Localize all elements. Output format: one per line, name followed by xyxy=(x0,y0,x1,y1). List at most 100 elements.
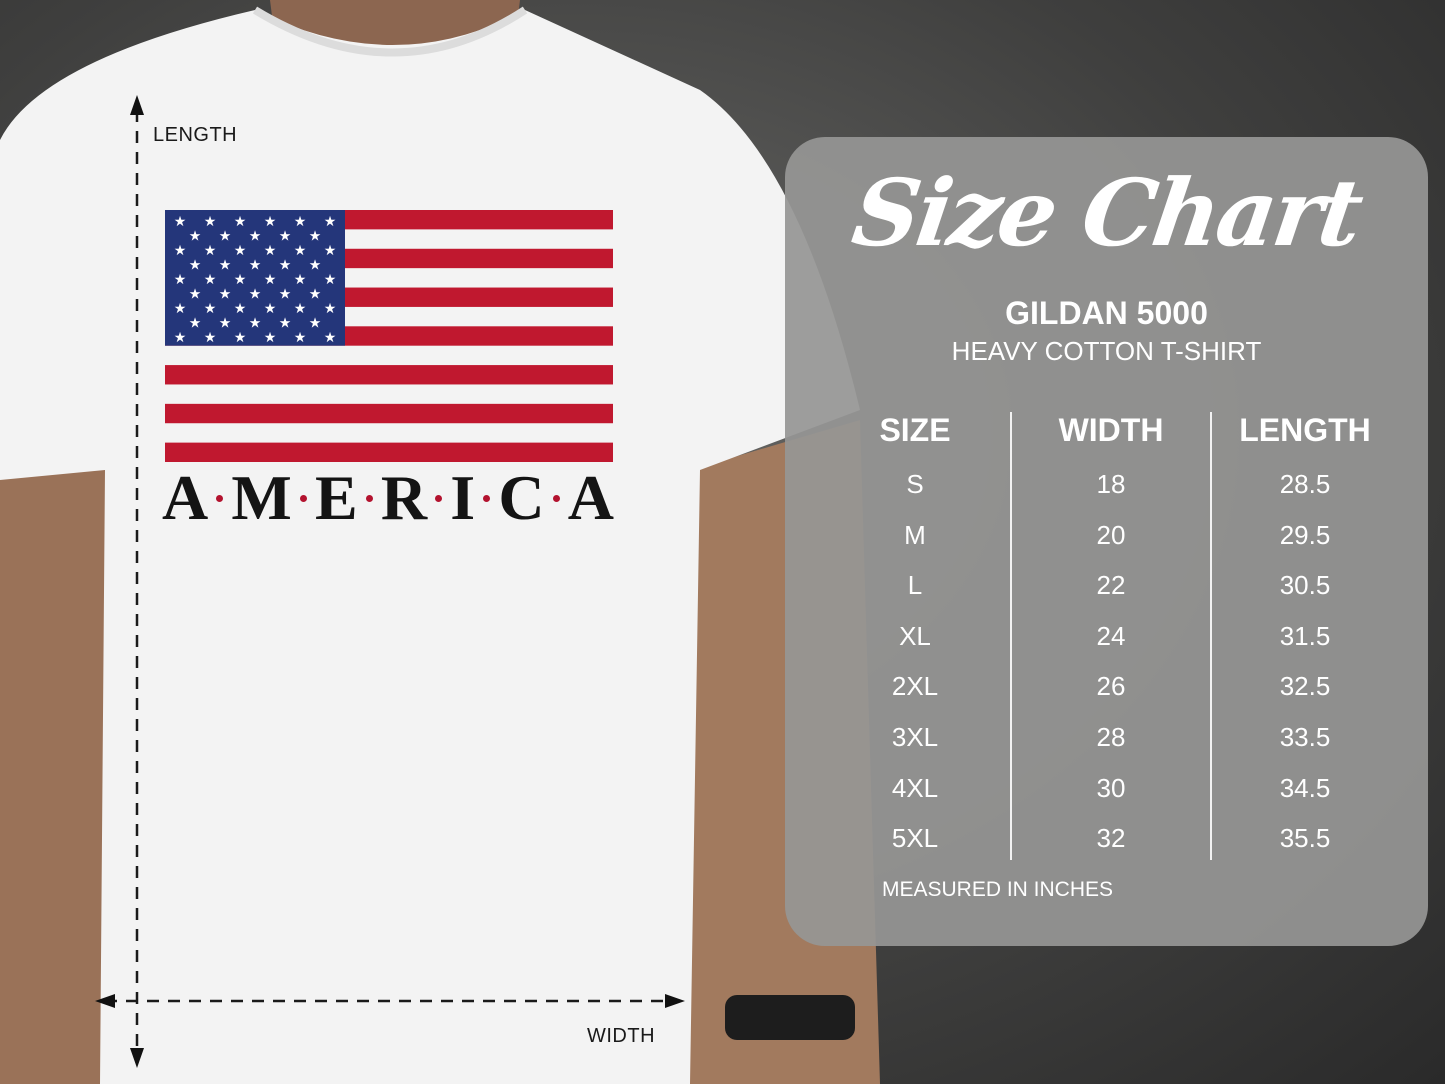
cell-length: 31.5 xyxy=(1279,620,1331,651)
red-dot xyxy=(365,494,373,502)
red-dot xyxy=(299,494,307,502)
star-icon: ★ xyxy=(249,228,262,244)
red-dot xyxy=(435,494,443,502)
cell-length: 32.5 xyxy=(1279,671,1331,702)
cell-size: S xyxy=(906,469,924,499)
width-label: WIDTH xyxy=(587,1025,656,1047)
star-icon: ★ xyxy=(174,300,187,316)
star-icon: ★ xyxy=(294,242,307,258)
star-icon: ★ xyxy=(234,271,247,287)
star-icon: ★ xyxy=(324,213,337,229)
header-size: SIZE xyxy=(879,412,951,448)
star-icon: ★ xyxy=(264,242,277,258)
star-icon: ★ xyxy=(324,329,337,345)
print-letter: E xyxy=(315,462,358,533)
star-icon: ★ xyxy=(294,213,307,229)
cell-length: 34.5 xyxy=(1279,772,1331,803)
star-icon: ★ xyxy=(219,286,232,302)
cell-width: 28 xyxy=(1096,721,1126,752)
column-divider xyxy=(1210,412,1212,860)
star-icon: ★ xyxy=(234,300,247,316)
red-dot xyxy=(552,494,560,502)
star-icon: ★ xyxy=(204,329,217,345)
star-icon: ★ xyxy=(279,257,292,273)
cell-size: 3XL xyxy=(891,721,939,752)
star-icon: ★ xyxy=(234,213,247,229)
star-icon: ★ xyxy=(279,228,292,244)
star-icon: ★ xyxy=(219,315,232,331)
star-icon: ★ xyxy=(204,213,217,229)
star-icon: ★ xyxy=(234,242,247,258)
star-icon: ★ xyxy=(309,286,322,302)
star-icon: ★ xyxy=(294,271,307,287)
star-icon: ★ xyxy=(324,271,337,287)
header-length: LENGTH xyxy=(1239,412,1371,448)
star-icon: ★ xyxy=(204,300,217,316)
cell-size: 4XL xyxy=(891,772,939,803)
cell-width: 26 xyxy=(1096,671,1126,702)
cell-size: XL xyxy=(899,620,931,651)
star-icon: ★ xyxy=(279,315,292,331)
star-icon: ★ xyxy=(324,242,337,258)
units-footnote: MEASURED IN INCHES xyxy=(882,878,1114,901)
star-icon: ★ xyxy=(279,286,292,302)
cell-size: M xyxy=(904,519,926,550)
cell-width: 30 xyxy=(1096,772,1126,803)
star-icon: ★ xyxy=(189,257,202,273)
cell-length: 33.5 xyxy=(1279,721,1331,752)
print-letter: A xyxy=(162,462,209,533)
star-icon: ★ xyxy=(309,228,322,244)
star-icon: ★ xyxy=(174,271,187,287)
star-icon: ★ xyxy=(264,300,277,316)
star-icon: ★ xyxy=(264,213,277,229)
star-icon: ★ xyxy=(189,228,202,244)
cell-size: 2XL xyxy=(891,671,939,702)
size-column: SIZE S M L XL 2XL 3XL 4XL 5XL xyxy=(815,411,1015,874)
length-column: LENGTH 28.5 29.5 30.5 31.5 32.5 33.5 34.5 35.5 xyxy=(1205,411,1405,874)
cell-width: 22 xyxy=(1096,570,1126,601)
cell-length: 30.5 xyxy=(1279,570,1331,601)
star-icon: ★ xyxy=(249,286,262,302)
american-flag-print: ★ ★ ★ ★ ★ ★★ ★ ★ ★ ★★ ★ ★ ★ ★ ★★ ★ ★ ★ ★★ ★ ★ ★ ★ ★★ ★ ★ ★ ★★ ★ ★ ★ ★ ★★… xyxy=(165,210,613,462)
star-icon: ★ xyxy=(264,271,277,287)
star-icon: ★ xyxy=(294,329,307,345)
size-chart-panel: Size Chart GILDAN 5000 HEAVY COTTON T-SH… xyxy=(785,137,1428,946)
red-dot xyxy=(483,494,491,502)
star-icon: ★ xyxy=(249,257,262,273)
star-icon: ★ xyxy=(174,242,187,258)
print-letter: C xyxy=(498,462,545,533)
arrow-up-icon xyxy=(130,95,144,115)
flag-stripe xyxy=(165,365,613,385)
star-icon: ★ xyxy=(189,315,202,331)
print-letter: A xyxy=(567,462,614,533)
cell-width: 24 xyxy=(1096,620,1126,651)
print-letter: I xyxy=(450,462,476,533)
cell-width: 20 xyxy=(1096,519,1126,550)
print-letter: M xyxy=(231,462,292,533)
cell-length: 28.5 xyxy=(1279,469,1331,499)
cell-width: 18 xyxy=(1096,469,1126,499)
cell-size: L xyxy=(907,570,923,601)
flag-stripe xyxy=(165,442,613,462)
star-icon: ★ xyxy=(174,213,187,229)
header-width: WIDTH xyxy=(1058,412,1164,448)
star-icon: ★ xyxy=(324,300,337,316)
star-icon: ★ xyxy=(204,271,217,287)
arrow-down-icon xyxy=(130,1048,144,1068)
collar xyxy=(252,6,528,57)
arrow-right-icon xyxy=(665,994,685,1008)
star-icon: ★ xyxy=(264,329,277,345)
cell-width: 32 xyxy=(1096,823,1126,854)
brand-model: GILDAN 5000 xyxy=(1005,295,1208,331)
length-label: LENGTH xyxy=(153,124,238,146)
star-icon: ★ xyxy=(189,286,202,302)
product-name: HEAVY COTTON T-SHIRT xyxy=(951,336,1262,366)
star-icon: ★ xyxy=(249,315,262,331)
cell-length: 35.5 xyxy=(1279,823,1331,854)
column-divider xyxy=(1010,412,1012,860)
star-icon: ★ xyxy=(219,257,232,273)
print-letter: R xyxy=(380,462,428,533)
star-icon: ★ xyxy=(204,242,217,258)
